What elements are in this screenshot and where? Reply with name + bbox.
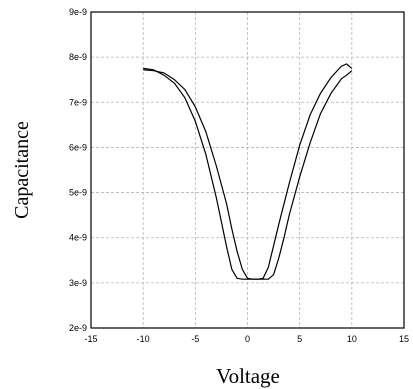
- y-tick-label: 5e-9: [69, 188, 87, 198]
- x-tick-label: -15: [84, 334, 97, 344]
- y-tick-label: 8e-9: [69, 52, 87, 62]
- grid-lines: [90, 11, 405, 329]
- y-tick-labels: 2e-9 3e-9 4e-9 5e-9 6e-9 7e-9 8e-9 9e-9: [69, 7, 87, 333]
- y-axis-label: Capacitance: [11, 121, 33, 219]
- x-tick-label: 10: [347, 334, 357, 344]
- x-tick-label: -10: [137, 334, 150, 344]
- data-series: [143, 63, 353, 280]
- y-tick-label: 2e-9: [69, 323, 87, 333]
- series-line-2: [143, 69, 353, 280]
- y-tick-label: 6e-9: [69, 142, 87, 152]
- y-tick-label: 3e-9: [69, 278, 87, 288]
- x-tick-labels: -15 -10 -5 0 5 10 15: [84, 334, 409, 344]
- y-tick-label: 7e-9: [69, 97, 87, 107]
- x-axis-label: Voltage: [216, 364, 280, 388]
- y-tick-label: 9e-9: [69, 7, 87, 17]
- x-tick-label: 0: [245, 334, 250, 344]
- series-line-1: [143, 63, 353, 280]
- plot-frame: [90, 11, 405, 329]
- y-tick-label: 4e-9: [69, 233, 87, 243]
- x-tick-label: 5: [297, 334, 302, 344]
- x-tick-label: -5: [191, 334, 199, 344]
- x-tick-label: 15: [399, 334, 409, 344]
